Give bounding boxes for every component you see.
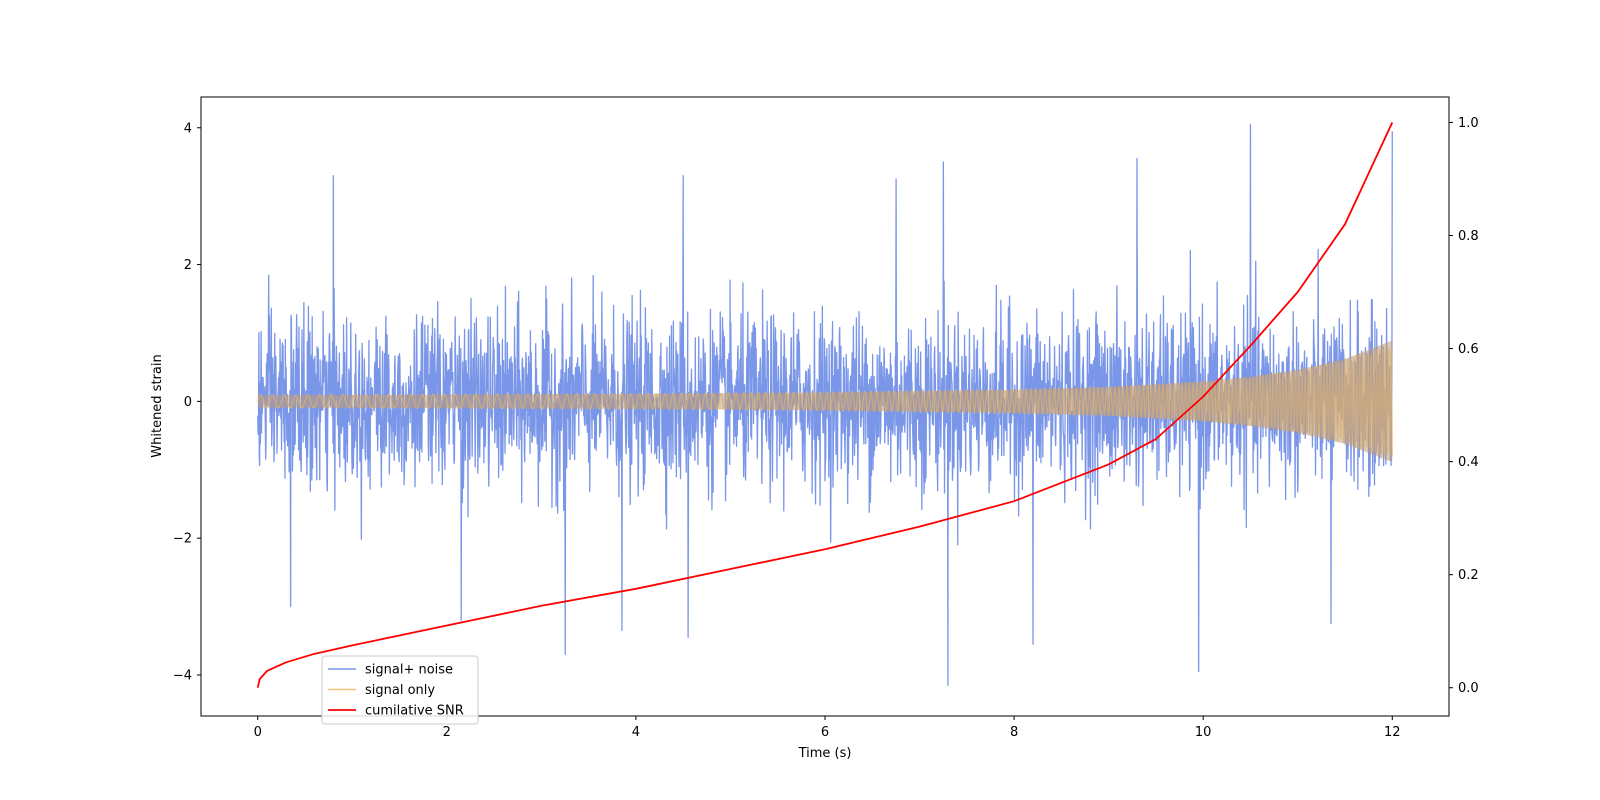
- y-axis-right-ticks: 0.0 0.2 0.4 0.6 0.8 1.0: [1449, 116, 1479, 696]
- x-axis-label: Time (s): [798, 746, 852, 761]
- x-axis-ticks: 0 2 4 6 8 10 12: [254, 716, 1401, 740]
- x-tick-label: 12: [1384, 725, 1401, 740]
- cumulative-snr-series: [256, 122, 1394, 688]
- legend-box: [321, 655, 479, 725]
- y-right-tick-label: 0.8: [1458, 229, 1479, 244]
- y-right-tick-label: 0.6: [1458, 342, 1479, 357]
- y-right-tick-label: 1.0: [1458, 116, 1479, 131]
- signal-only-band: [257, 340, 1393, 463]
- y-right-tick-label: 0.0: [1458, 681, 1479, 696]
- y-axis-left-ticks: −4 −2 0 2 4: [173, 121, 201, 683]
- y-tick-label: −2: [173, 532, 192, 547]
- x-tick-label: 2: [443, 725, 451, 740]
- y-tick-label: 4: [184, 121, 192, 136]
- legend-label: signal only: [365, 683, 435, 698]
- y-tick-label: 0: [184, 395, 192, 410]
- legend-label: signal+ noise: [365, 663, 453, 678]
- legend: signal+ noise signal only cumilative SNR: [321, 655, 479, 725]
- cumulative-snr-line: [256, 122, 1394, 688]
- x-tick-label: 10: [1195, 725, 1212, 740]
- x-tick-label: 6: [821, 725, 829, 740]
- x-tick-label: 8: [1010, 725, 1018, 740]
- y-right-tick-label: 0.2: [1458, 568, 1479, 583]
- signal-only-series: [257, 340, 1393, 463]
- plot-area: [256, 122, 1394, 688]
- legend-label: cumilative SNR: [365, 704, 464, 719]
- x-tick-label: 0: [254, 725, 262, 740]
- y-axis-label: Whitened strain: [150, 354, 165, 457]
- y-tick-label: −4: [173, 668, 192, 683]
- y-right-tick-label: 0.4: [1458, 455, 1479, 470]
- x-tick-label: 4: [632, 725, 640, 740]
- y-tick-label: 2: [184, 258, 192, 273]
